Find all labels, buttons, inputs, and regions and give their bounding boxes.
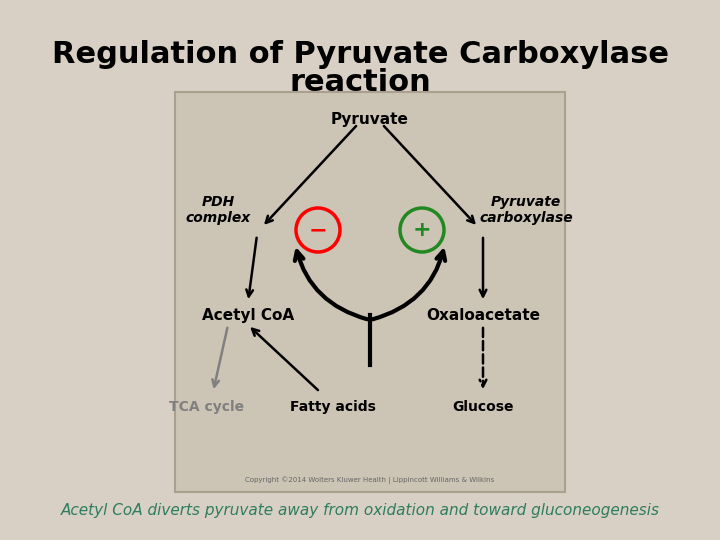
Text: Pyruvate: Pyruvate [331,112,409,127]
Text: Fatty acids: Fatty acids [290,400,376,414]
Text: PDH
complex: PDH complex [185,195,251,225]
Circle shape [296,208,340,252]
Text: Glucose: Glucose [452,400,514,414]
Text: Copyright ©2014 Wolters Kluwer Health | Lippincott Williams & Wilkins: Copyright ©2014 Wolters Kluwer Health | … [246,476,495,484]
FancyArrowPatch shape [373,251,445,319]
Text: Oxaloacetate: Oxaloacetate [426,308,540,323]
FancyArrowPatch shape [295,251,367,319]
Text: TCA cycle: TCA cycle [169,400,245,414]
Text: Acetyl CoA diverts pyruvate away from oxidation and toward gluconeogenesis: Acetyl CoA diverts pyruvate away from ox… [60,503,660,518]
Text: −: − [309,220,328,240]
Bar [175,92,565,492]
Circle shape [400,208,444,252]
Text: reaction: reaction [289,68,431,97]
Text: +: + [413,220,431,240]
Text: Regulation of Pyruvate Carboxylase: Regulation of Pyruvate Carboxylase [52,40,668,69]
Text: Pyruvate
carboxylase: Pyruvate carboxylase [480,195,573,225]
Text: Acetyl CoA: Acetyl CoA [202,308,294,323]
